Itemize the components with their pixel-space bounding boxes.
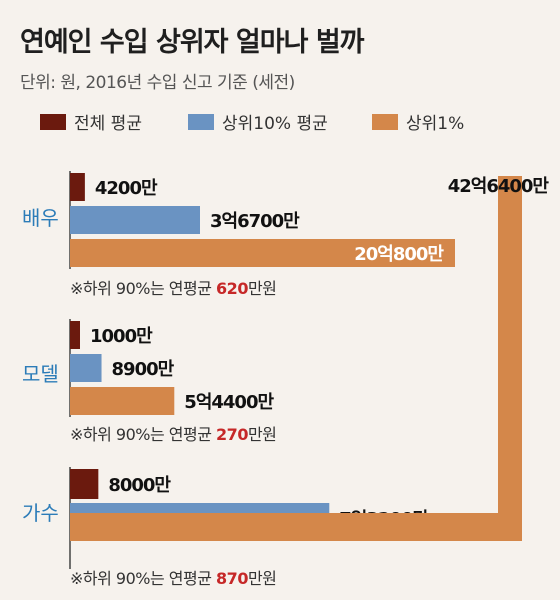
bar-label-top10-actor: 3억6700만 xyxy=(210,211,300,232)
footnote-text: ※하위 90%는 연평균 xyxy=(70,569,216,588)
bar-label-top1-actor: 20억800만 xyxy=(354,244,444,265)
footnote-value: 870 xyxy=(216,569,248,588)
bar-label-top1-model: 5억4400만 xyxy=(184,392,274,413)
footnote-unit: 만원 xyxy=(248,569,276,588)
legend-label-top10: 상위10% 평균 xyxy=(222,114,328,134)
footnote-unit: 만원 xyxy=(248,425,276,444)
footnote-text: ※하위 90%는 연평균 xyxy=(70,425,216,444)
chart-subtitle: 단위: 원, 2016년 수입 신고 기준 (세전) xyxy=(20,73,295,93)
footnote-unit: 만원 xyxy=(248,279,276,298)
bar-top10-actor xyxy=(70,206,200,234)
bar-label-average-singer: 8000만 xyxy=(108,475,171,496)
footnote-text: ※하위 90%는 연평균 xyxy=(70,279,216,298)
bar-average-actor xyxy=(70,173,85,201)
category-label-model: 모델 xyxy=(22,362,59,386)
legend-swatch-top1 xyxy=(372,113,398,130)
footnote-value: 620 xyxy=(216,279,248,298)
legend-swatch-average xyxy=(40,113,66,130)
footnote-value: 270 xyxy=(216,425,248,444)
legend-item-top1: 상위1% xyxy=(372,109,464,134)
legend-label-average: 전체 평균 xyxy=(74,114,142,134)
bar-top1-model xyxy=(70,387,175,415)
bar-top1-actor xyxy=(70,239,455,267)
bar-label-top10-model: 8900만 xyxy=(112,359,175,380)
footnote-actor: ※하위 90%는 연평균 620만원 xyxy=(70,279,276,298)
bar-average-model xyxy=(70,321,80,349)
footnote-model: ※하위 90%는 연평균 270만원 xyxy=(70,425,276,444)
bar-label-top1-singer: 42억6400만 xyxy=(448,176,550,197)
footnote-singer: ※하위 90%는 연평균 870만원 xyxy=(70,569,276,588)
bar-top10-model xyxy=(70,354,102,382)
legend-item-top10: 상위10% 평균 xyxy=(188,109,328,134)
legend-item-average: 전체 평균 xyxy=(40,109,142,134)
category-label-actor: 배우 xyxy=(22,206,59,230)
bar-label-average-model: 1000만 xyxy=(90,326,153,347)
chart-title: 연예인 수입 상위자 얼마나 벌까 xyxy=(20,27,365,58)
bar-label-average-actor: 4200만 xyxy=(95,178,158,199)
bar-average-singer xyxy=(70,469,99,499)
legend-label-top1: 상위1% xyxy=(406,114,465,134)
category-label-singer: 가수 xyxy=(22,501,59,525)
legend-swatch-top10 xyxy=(188,113,214,130)
